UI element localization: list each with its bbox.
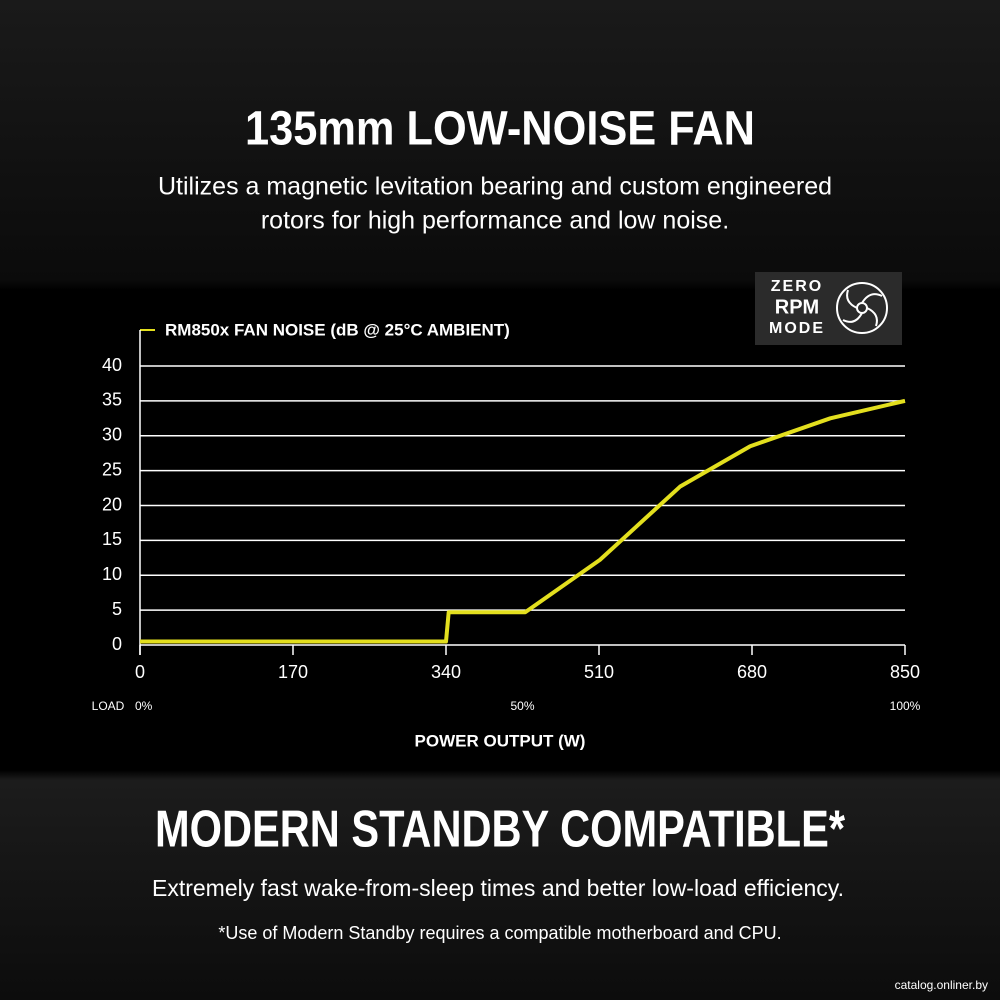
y-tick-label: 5 [112,599,122,619]
subtitle: rotors for high performance and low nois… [261,207,729,235]
y-tick-label: 0 [112,634,122,654]
chart: RM850x FAN NOISE (dB @ 25°C AMBIENT) POW… [92,320,921,750]
y-tick-label: 15 [102,529,122,549]
badge-text: RPM [775,296,819,318]
data-line [140,398,906,644]
y-tick-label: 20 [102,494,122,514]
x-tick-label: 0 [135,662,145,682]
badge: ZERO RPM MODE [755,272,902,345]
x-tick-label: 510 [584,662,614,682]
y-tick-label: 10 [102,564,122,584]
watermark: catalog.onliner.by [895,978,988,992]
title: 135mm LOW-NOISE FAN [245,103,755,156]
x-tick-label: 340 [431,662,461,682]
y-tick-label: 35 [102,390,122,410]
y-tick-label: 25 [102,459,122,479]
x-tick-label: 850 [890,662,920,682]
fan-icon [836,282,888,334]
subtitle: Utilizes a magnetic levitation bearing a… [158,173,832,201]
load-tick-label: 50% [510,699,534,713]
x-tick-label: 170 [278,662,308,682]
load-tick-label: 0% [135,699,153,713]
load-label: LOAD [92,699,125,713]
load-tick-label: 100% [890,699,921,713]
footer-text: Extremely fast wake-from-sleep times and… [152,875,844,901]
x-axis-label: POWER OUTPUT (W) [415,731,586,750]
y-tick-label: 30 [102,425,122,445]
badge-box [755,272,902,345]
chart-title: RM850x FAN NOISE (dB @ 25°C AMBIENT) [165,320,510,339]
badge-text: MODE [769,320,825,337]
footer-heading: MODERN STANDBY COMPATIBLE* [155,801,846,859]
footnote: *Use of Modern Standby requires a compat… [218,923,781,943]
y-tick-label: 40 [102,355,122,375]
badge-text: ZERO [771,278,823,295]
x-tick-label: 680 [737,662,767,682]
fan-icon [842,289,883,327]
